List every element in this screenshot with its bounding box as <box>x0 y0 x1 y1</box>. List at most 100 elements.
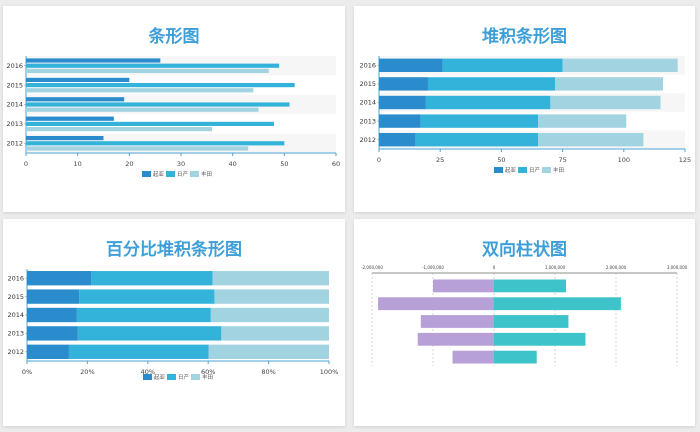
bar-segment <box>27 344 69 359</box>
y-tick-label: 2016 <box>7 274 24 282</box>
bar <box>26 63 280 68</box>
bar-chart-svg: 0 10 20 30 40 50 60 2012 2013 2014 2015 2016 起亚 日产 丰田 <box>6 56 340 178</box>
bar-segment <box>379 77 428 91</box>
y-tick-label: 2013 <box>7 330 24 338</box>
bar-segment <box>415 133 539 147</box>
legend-swatch <box>542 167 551 173</box>
chart-title: 双向柱状图 <box>482 240 567 260</box>
x-tick-label: 2,000,000 <box>606 265 627 270</box>
negative-bar <box>420 315 494 328</box>
x-tick-label: 1,000,000 <box>545 265 566 270</box>
bar-segment <box>208 344 329 359</box>
bar-segment <box>76 307 211 323</box>
y-tick-label: 2016 <box>359 62 376 70</box>
diverging-bar-chart-panel: 双向柱状图 -2,000,000 -1,000,000 0 1,000,000 2,00… <box>354 219 695 426</box>
bar-segment <box>214 289 329 304</box>
bar-segment <box>210 307 329 323</box>
bar-segment <box>27 307 77 323</box>
x-tick-label: 20% <box>80 368 94 376</box>
chart-title: 堆积条形图 <box>482 27 567 47</box>
y-tick-label: 2012 <box>6 140 23 148</box>
legend-label: 日产 <box>178 373 190 381</box>
x-tick-label: 0% <box>22 368 32 376</box>
negative-bar <box>378 297 494 311</box>
legend-swatch <box>494 167 503 173</box>
legend-swatch <box>190 171 199 177</box>
diverging-bar-chart-svg: -2,000,000 -1,000,000 0 1,000,000 2,000,000 3… <box>361 265 688 366</box>
x-tick-label: 10 <box>74 160 82 168</box>
x-tick-label: -1,000,000 <box>422 265 444 270</box>
bar <box>26 68 269 73</box>
bar-segment <box>212 271 329 286</box>
chart-title: 条形图 <box>148 27 200 47</box>
bar-segment <box>379 133 416 147</box>
x-tick-label: 40 <box>229 160 237 168</box>
stacked-bar-chart-panel: 堆积条形图 0 25 50 75 100 125 2012 2013 2014 2015 2016 起… <box>354 6 695 212</box>
x-tick-label: 100 <box>618 156 630 164</box>
legend-label: 日产 <box>177 170 189 178</box>
bar-segment <box>379 114 421 128</box>
legend-swatch <box>191 374 200 380</box>
bar-segment <box>555 77 663 91</box>
y-tick-label: 2013 <box>359 117 376 125</box>
y-tick-label: 2014 <box>6 101 23 109</box>
positive-bar <box>494 332 586 346</box>
legend-swatch <box>142 171 151 177</box>
x-tick-label: 0 <box>24 160 28 168</box>
bar-segment <box>79 289 215 304</box>
bar <box>26 102 290 107</box>
bar-segment <box>425 95 551 110</box>
legend-label: 日产 <box>529 166 541 174</box>
bar-segment <box>68 344 209 359</box>
legend-label: 丰田 <box>553 166 564 174</box>
bar-segment <box>379 95 426 110</box>
positive-bar <box>494 297 621 311</box>
x-tick-label: 20 <box>125 160 133 168</box>
y-tick-label: 2015 <box>7 293 24 301</box>
bar <box>26 88 254 93</box>
bar <box>26 136 104 141</box>
x-tick-label: 0 <box>377 156 381 164</box>
bar <box>26 107 259 112</box>
bar <box>26 97 125 102</box>
x-tick-label: 25 <box>436 156 444 164</box>
legend-label: 起亚 <box>153 171 165 178</box>
bar-segment <box>442 58 563 72</box>
y-tick-label: 2016 <box>6 62 23 70</box>
x-tick-label: 75 <box>558 156 566 164</box>
bar <box>26 116 114 121</box>
y-tick-label: 2012 <box>7 348 24 356</box>
bar <box>26 141 285 146</box>
bar-segment <box>27 326 78 341</box>
legend-label: 丰田 <box>202 373 213 381</box>
bar <box>26 146 249 151</box>
y-tick-label: 2013 <box>6 120 23 128</box>
negative-bar <box>433 279 494 293</box>
legend-label: 起亚 <box>154 374 166 381</box>
bar-segment <box>221 326 329 341</box>
x-tick-label: -2,000,000 <box>361 265 383 270</box>
bar <box>26 121 274 126</box>
legend-label: 起亚 <box>505 167 517 174</box>
x-tick-label: 3,000,000 <box>667 265 688 270</box>
x-tick-label: 60% <box>201 368 215 376</box>
x-tick-label: 80% <box>261 368 275 376</box>
x-tick-label: 50 <box>497 156 505 164</box>
bar-segment <box>562 58 678 72</box>
bar-segment <box>427 77 556 91</box>
y-tick-label: 2014 <box>359 99 376 107</box>
legend-swatch <box>518 167 527 173</box>
bar-chart-panel: 条形图 0 10 20 30 40 50 60 2012 2013 2014 2015 2016 起亚 日… <box>3 6 345 212</box>
legend-swatch <box>167 374 176 380</box>
y-tick-label: 2012 <box>359 136 376 144</box>
chart-title: 百分比堆积条形图 <box>106 240 242 260</box>
legend-swatch <box>143 374 152 380</box>
positive-bar <box>494 315 569 328</box>
legend-swatch <box>166 171 175 177</box>
x-tick-label: 30 <box>177 160 185 168</box>
x-tick-label: 60 <box>332 160 340 168</box>
stacked-bar-chart-svg: 0 25 50 75 100 125 2012 2013 2014 2015 2016 起亚 日产 丰田 <box>359 56 691 174</box>
y-tick-label: 2015 <box>6 81 23 89</box>
bar-segment <box>91 271 213 286</box>
y-tick-label: 2014 <box>7 311 24 319</box>
